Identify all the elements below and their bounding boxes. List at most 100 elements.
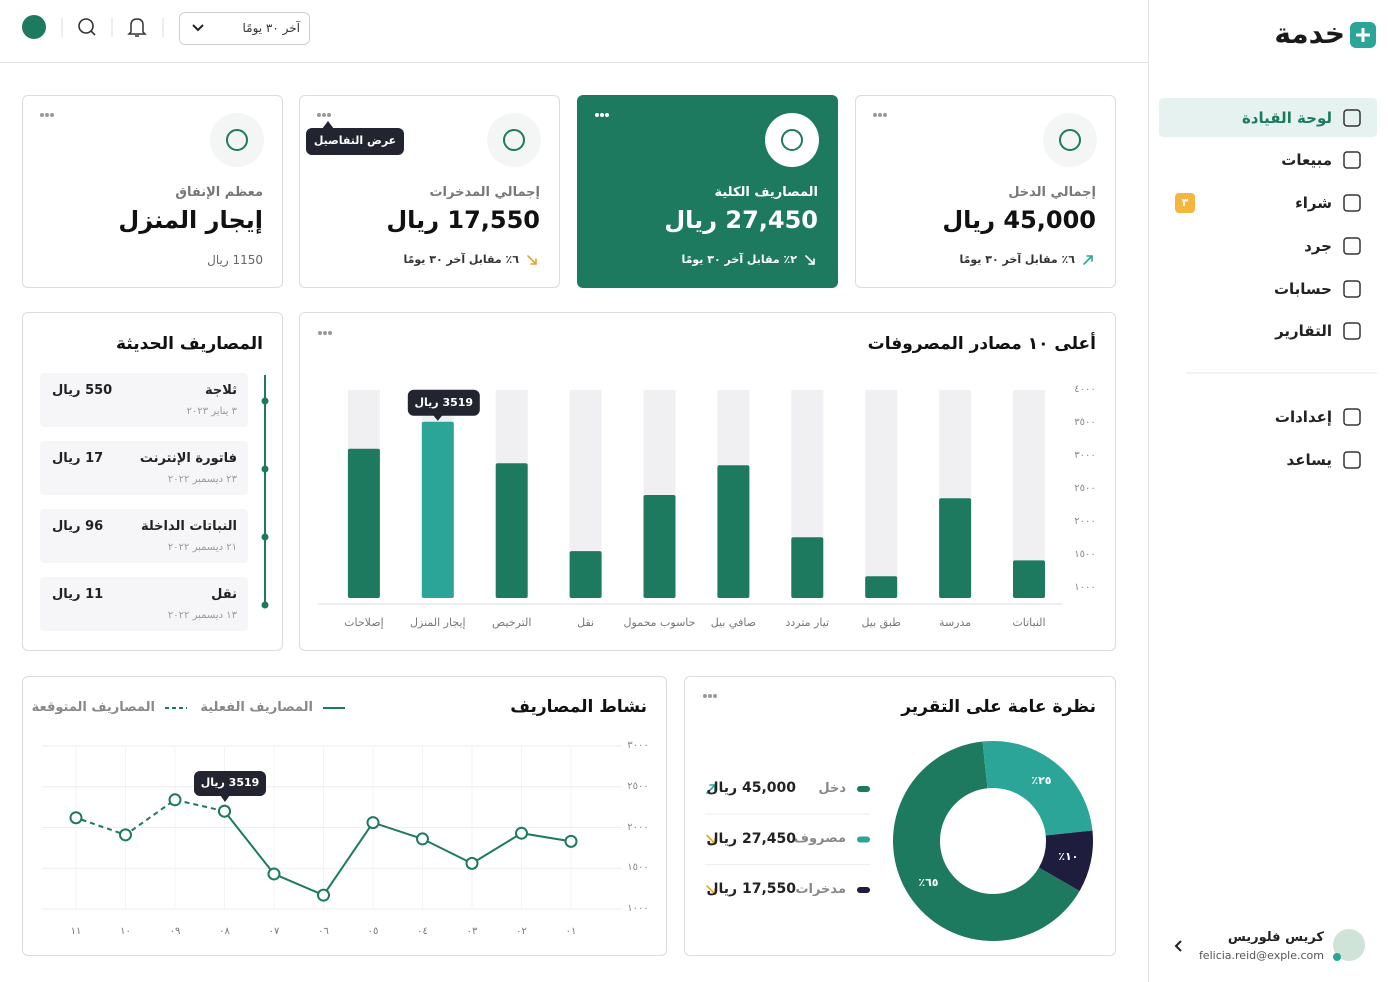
expense-date: ٢١ ديسمبر ٢٠٢٢ — [167, 542, 237, 553]
card-value: 17,550 ريال — [386, 206, 540, 235]
nav-item[interactable]: لوحة القيادة — [1241, 108, 1332, 127]
chart-title: أعلى ١٠ مصادر المصروفات — [867, 334, 1096, 355]
card-value: 27,450 ريال — [664, 206, 818, 235]
user-name: كريس فلوريس — [1227, 929, 1324, 945]
x-tick-label: ٠٤ — [417, 926, 428, 937]
x-tick-label: طبق بيل — [861, 616, 901, 630]
legend-label: المصاريف المتوقعة — [31, 699, 155, 715]
pie-card — [684, 676, 1116, 956]
legend-amount: 27,450 ريال — [706, 830, 796, 847]
x-tick-label: ٠٦ — [318, 926, 329, 937]
nav-badge — [1175, 193, 1195, 213]
legend-amount: 45,000 ريال — [706, 780, 796, 797]
card-label: إجمالي الدخل — [1008, 184, 1096, 200]
card-value: 45,000 ريال — [942, 206, 1096, 235]
slice-label: ٢٥٪ — [1031, 774, 1052, 788]
card-label: إجمالي المدخرات — [429, 184, 540, 200]
annotation: 3519 ريال — [200, 776, 260, 790]
x-tick-label: تيار متردد — [785, 616, 830, 630]
recent-card — [22, 312, 283, 651]
recent-title: المصاريف الحديثة — [116, 334, 263, 355]
nav-item[interactable]: إعدادات — [1274, 407, 1332, 426]
stat-card — [855, 95, 1116, 288]
x-tick-label: ٠١ — [565, 926, 577, 937]
stat-card — [299, 95, 560, 288]
legend-label: المصاريف الفعلية — [200, 699, 313, 715]
slice-label: ١٠٪ — [1058, 850, 1079, 864]
value-label: 3519 ريال — [414, 396, 474, 410]
date-filter[interactable]: آخر ٣٠ يومًا — [242, 20, 300, 35]
user-email: felicia.reid@exple.com — [1198, 949, 1324, 963]
x-tick-label: ٠٢ — [516, 926, 527, 937]
y-tick-label: ٢٠٠٠ — [627, 821, 649, 833]
x-tick-label: نقل — [577, 616, 595, 630]
expense-name: النباتات الداخلة — [140, 518, 237, 534]
x-tick-label: الترخيص — [491, 616, 532, 630]
nav-item[interactable]: يساعد — [1286, 450, 1332, 469]
y-tick-label: ٢٥٠٠ — [1074, 483, 1096, 495]
tooltip: عرض التفاصيل — [313, 134, 397, 148]
y-tick-label: ٣٥٠٠ — [1074, 417, 1096, 429]
expense-amount: 17 ريال — [52, 450, 104, 466]
expense-name: ثلاجة — [204, 382, 237, 398]
legend-amount: 17,550 ريال — [706, 881, 796, 898]
nav-item[interactable]: حسابات — [1273, 279, 1332, 298]
expense-item — [40, 577, 248, 631]
x-tick-label: إيجار المنزل — [410, 616, 466, 630]
expense-item — [40, 441, 248, 495]
x-tick-label: ٠٧ — [268, 926, 280, 937]
card-change: ٢٪ مقابل آخر ٣٠ يومًا — [681, 253, 797, 267]
legend-label: دخل — [818, 780, 846, 796]
y-tick-label: ١٠٠٠ — [1074, 582, 1096, 594]
expense-item — [40, 373, 248, 427]
y-tick-label: ٣٠٠٠ — [1074, 450, 1096, 462]
nav-item[interactable]: جرد — [1304, 236, 1332, 255]
expense-date: ٢٣ ديسمبر ٢٠٢٢ — [167, 474, 237, 485]
expense-date: ٣ يناير ٢٠٢٣ — [186, 406, 237, 417]
date-dropdown[interactable] — [179, 12, 310, 45]
legend-label: مصروف — [793, 831, 846, 847]
x-tick-label: إصلاحات — [344, 616, 384, 630]
x-tick-label: مدرسة — [939, 616, 972, 630]
card-note: 1150 ريال — [207, 252, 263, 267]
card-value: إيجار المنزل — [118, 206, 263, 235]
x-tick-label: ١١ — [70, 926, 82, 937]
x-tick-label: ١٠ — [120, 926, 131, 937]
top-bar — [0, 0, 1148, 63]
expense-item — [40, 509, 248, 563]
logo: خدمة — [1274, 17, 1345, 51]
y-tick-label: ٤٠٠٠ — [1074, 384, 1096, 395]
sidebar — [1148, 0, 1388, 982]
y-tick-label: ١٥٠٠ — [627, 862, 649, 874]
y-tick-label: ١٠٠٠ — [627, 903, 649, 914]
x-tick-label: حاسوب محمول — [623, 616, 696, 630]
chart-title: نشاط المصاريف — [510, 697, 647, 718]
stat-card — [22, 95, 283, 288]
chart-title: نظرة عامة على التقرير — [901, 697, 1096, 718]
y-tick-label: ١٥٠٠ — [1074, 549, 1096, 561]
x-tick-label: ٠٥ — [367, 926, 379, 937]
line-chart-card — [22, 676, 667, 956]
y-tick-label: ٢٥٠٠ — [627, 780, 649, 792]
card-change: ٦٪ مقابل آخر ٣٠ يومًا — [403, 253, 519, 267]
card-change: ٦٪ مقابل آخر ٣٠ يومًا — [959, 253, 1075, 267]
nav-item[interactable]: التقارير — [1275, 321, 1332, 340]
expense-amount: 550 ريال — [52, 382, 113, 398]
card-label: معظم الإنفاق — [175, 184, 263, 200]
y-tick-label: ٢٠٠٠ — [1074, 516, 1096, 528]
nav-active[interactable] — [1159, 98, 1377, 137]
expense-name: فاتورة الإنترنت — [139, 450, 237, 466]
nav-item[interactable]: شراء — [1295, 193, 1332, 212]
expense-name: نقل — [211, 586, 237, 602]
expense-date: ١٣ ديسمبر ٢٠٢٢ — [167, 610, 237, 621]
card-label: المصاريف الكلية — [714, 184, 818, 200]
expense-amount: 11 ريال — [52, 586, 104, 602]
nav-item[interactable]: مبيعات — [1281, 150, 1332, 169]
x-tick-label: ٠٣ — [466, 926, 478, 937]
legend-label: مدخرات — [795, 881, 846, 897]
y-tick-label: ٣٠٠٠ — [627, 740, 649, 751]
x-tick-label: ٠٨ — [219, 926, 230, 937]
bar-chart-card — [299, 312, 1116, 651]
x-tick-label: صافي بيل — [710, 616, 757, 630]
